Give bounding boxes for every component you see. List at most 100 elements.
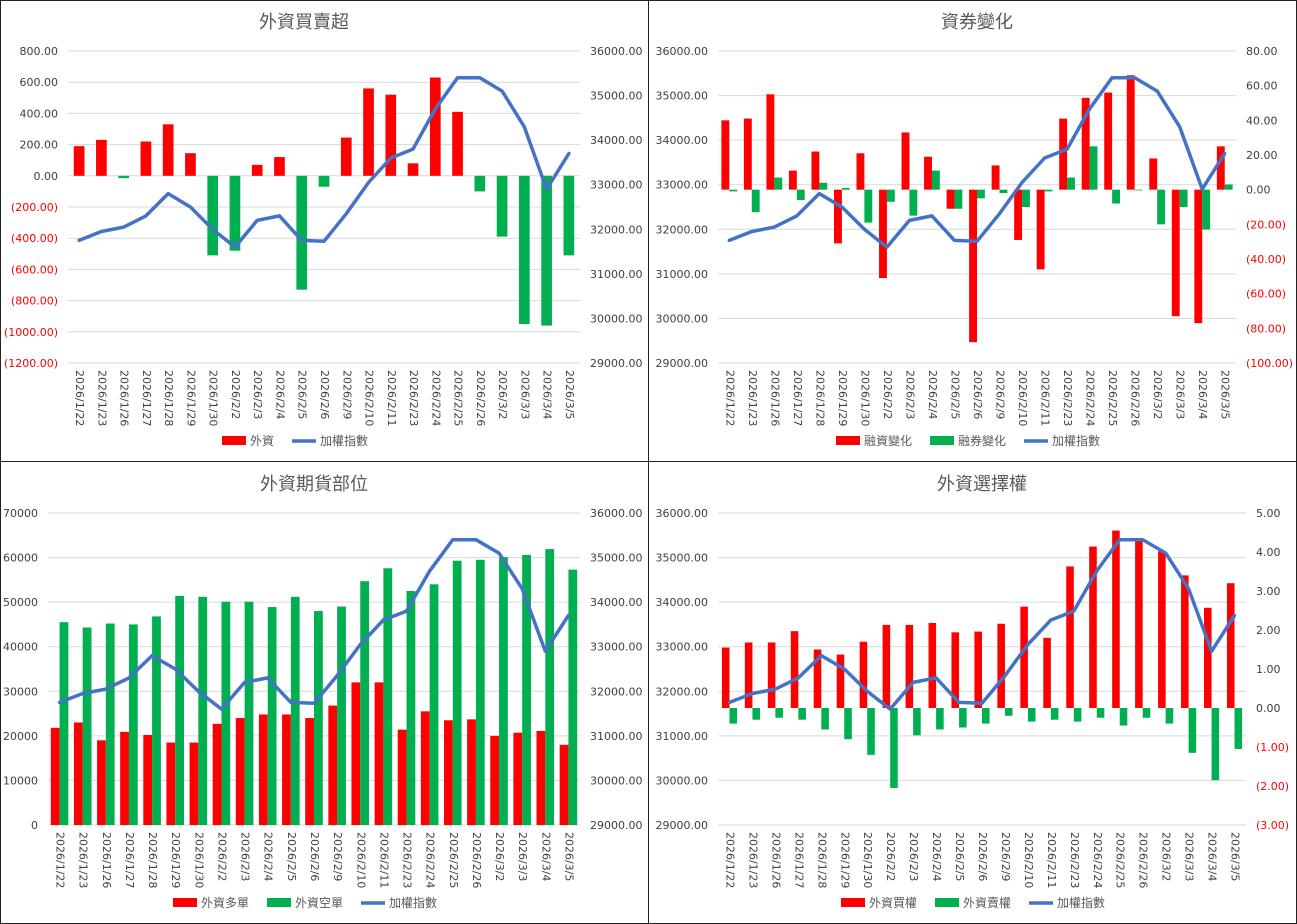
bar-外資買權 xyxy=(1203,607,1212,708)
x-axis-label: 2026/2/10 xyxy=(363,370,376,426)
left-axis-tick-label: 29000.00 xyxy=(656,819,709,832)
right-axis-tick-label: (1.00) xyxy=(1256,741,1289,754)
bar-融資變化 xyxy=(1149,158,1158,190)
bar-外資空單 xyxy=(128,624,138,825)
bar-外資賣權 xyxy=(1234,708,1243,749)
right-axis-tick-label: (2.00) xyxy=(1256,780,1289,793)
bar-融券變化 xyxy=(886,189,895,202)
right-axis-tick-label: 31000.00 xyxy=(590,268,643,281)
bar-外資賣權 xyxy=(1073,708,1082,722)
bar-外資賣權 xyxy=(821,708,829,730)
bar-融資變化 xyxy=(1126,75,1135,190)
bar-外資多單 xyxy=(374,682,384,825)
legend-label: 加權指數 xyxy=(389,895,437,910)
bar-外資空單 xyxy=(105,623,115,825)
bar-外資 xyxy=(519,175,530,324)
bar-融券變化 xyxy=(1067,177,1075,190)
x-axis-label: 2026/3/5 xyxy=(1229,832,1242,881)
chart-panel-foreign-futures: 外資期貨部位 0 10000 20000 30000 40000 50000 60000 700… xyxy=(0,461,649,924)
right-axis-tick-label: 35000.00 xyxy=(590,90,643,103)
right-axis-tick-label: (100.00) xyxy=(1246,357,1293,370)
right-axis-tick-label: 29000.00 xyxy=(590,819,643,832)
legend-label: 融資變化 xyxy=(864,433,912,448)
left-axis-tick-label: 0 xyxy=(31,819,38,832)
bar-融券變化 xyxy=(729,189,738,192)
legend-label: 外資多單 xyxy=(201,896,249,910)
bar-外資買權 xyxy=(721,647,730,708)
bar-融券變化 xyxy=(751,189,760,213)
bar-外資買權 xyxy=(859,641,868,708)
x-axis-label: 2026/3/5 xyxy=(563,370,576,419)
x-axis-label: 2026/1/28 xyxy=(146,832,159,888)
x-axis-label: 2026/2/11 xyxy=(1039,370,1052,426)
x-axis-label: 2026/1/28 xyxy=(162,370,175,426)
legend-label: 加權指數 xyxy=(1052,433,1100,448)
bar-外資賣權 xyxy=(1188,708,1197,753)
left-axis-tick-label: 32000.00 xyxy=(656,685,709,698)
x-axis-label: 2026/1/27 xyxy=(791,370,804,426)
bar-外資買權 xyxy=(744,642,753,708)
bar-外資賣權 xyxy=(1004,708,1013,716)
bar-融資變化 xyxy=(969,189,977,343)
right-axis-tick-label: 5.00 xyxy=(1256,507,1281,520)
x-axis-label: 2026/3/4 xyxy=(1196,370,1209,419)
x-axis-label: 2026/2/26 xyxy=(470,832,483,888)
bar-外資賣權 xyxy=(890,708,898,788)
x-axis-label: 2026/1/30 xyxy=(207,370,220,426)
legend-swatch-融券變化 xyxy=(930,436,954,445)
right-axis-tick-label: 3.00 xyxy=(1256,585,1281,598)
bar-外資多單 xyxy=(282,714,291,825)
bar-外資 xyxy=(340,137,352,176)
x-axis-label: 2026/1/23 xyxy=(746,832,759,888)
right-axis-tick-label: 0.00 xyxy=(1256,702,1281,715)
left-axis-tick-label: (600.00) xyxy=(11,263,58,276)
x-axis-label: 2026/1/27 xyxy=(140,370,153,426)
x-axis-label: 2026/3/2 xyxy=(493,832,506,881)
bar-外資賣權 xyxy=(1165,708,1174,724)
x-axis-label: 2026/1/22 xyxy=(54,832,67,888)
bar-外資多單 xyxy=(258,714,268,825)
bar-融券變化 xyxy=(1134,189,1143,191)
x-axis-label: 2026/2/2 xyxy=(884,832,897,881)
x-axis-label: 2026/2/4 xyxy=(262,832,275,881)
x-axis-label: 2026/3/4 xyxy=(541,370,554,419)
legend-swatch-外資買權 xyxy=(841,898,865,907)
left-axis-tick-label: 600.00 xyxy=(20,76,59,89)
x-axis-label: 2026/1/22 xyxy=(73,370,86,426)
bar-外資買權 xyxy=(1043,637,1051,708)
bar-外資賣權 xyxy=(1027,708,1036,722)
bar-外資 xyxy=(118,175,129,179)
chart-foreign-net-buy: 外資買賣超 (1200.00) (1000.00) (800.00) (600.00) (… xyxy=(4,12,643,448)
bar-外資賣權 xyxy=(1211,708,1220,781)
x-axis-label: 2026/2/9 xyxy=(340,370,353,419)
right-axis-tick-label: 30000.00 xyxy=(590,774,643,787)
left-axis-tick-label: 0.00 xyxy=(34,170,59,183)
x-axis-label: 2026/1/23 xyxy=(77,832,90,888)
x-axis-label: 2026/2/4 xyxy=(930,832,943,881)
chart-title: 外資選擇權 xyxy=(937,474,1027,495)
bar-外資 xyxy=(207,175,219,256)
x-axis-label: 2026/1/26 xyxy=(769,832,782,888)
legend-swatch-外資多單 xyxy=(173,898,197,907)
x-axis-label: 2026/2/11 xyxy=(377,832,390,888)
left-axis-tick-label: 34000.00 xyxy=(656,596,709,609)
legend-label: 外資買權 xyxy=(869,896,917,910)
bar-外資空單 xyxy=(267,607,277,825)
x-axis-label: 2026/3/4 xyxy=(539,832,552,881)
bar-外資 xyxy=(407,163,419,176)
bar-外資多單 xyxy=(143,734,153,825)
x-axis-label: 2026/1/26 xyxy=(118,370,131,426)
bar-外資空單 xyxy=(406,591,416,825)
bar-外資買權 xyxy=(997,623,1005,708)
right-axis-tick-label: (80.00) xyxy=(1246,322,1286,335)
bar-融券變化 xyxy=(1044,189,1053,192)
x-axis-label: 2026/1/30 xyxy=(861,832,874,888)
bar-外資空單 xyxy=(290,596,300,825)
legend-swatch-融資變化 xyxy=(836,436,860,445)
left-axis-tick-label: 35000.00 xyxy=(656,90,709,103)
right-axis-tick-label: 35000.00 xyxy=(590,552,643,565)
bar-外資賣權 xyxy=(798,708,806,720)
bar-外資空單 xyxy=(360,581,370,825)
x-axis-label: 2026/3/3 xyxy=(1183,832,1196,881)
bar-外資賣權 xyxy=(1096,708,1105,718)
